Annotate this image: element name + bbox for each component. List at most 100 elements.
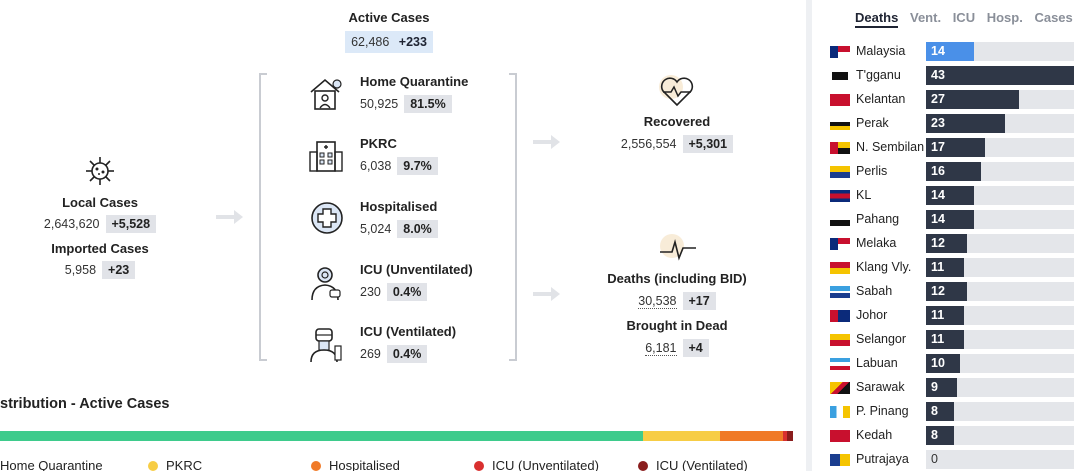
state-name: Perak bbox=[856, 116, 889, 130]
state-flag-icon bbox=[830, 190, 850, 202]
panel-divider bbox=[806, 0, 812, 471]
state-bar-track: 12 bbox=[926, 282, 1074, 301]
house-quarantine-icon bbox=[310, 78, 342, 110]
state-row[interactable]: Labuan 10 bbox=[830, 353, 1080, 375]
state-value: 23 bbox=[931, 116, 945, 130]
heart-pulse-icon bbox=[659, 75, 694, 107]
local-cases-value: 2,643,620 bbox=[43, 217, 100, 231]
category-title: Home Quarantine bbox=[360, 74, 469, 89]
state-row[interactable]: Kelantan 27 bbox=[830, 89, 1080, 111]
state-bar-track: 12 bbox=[926, 234, 1074, 253]
state-row[interactable]: Klang Vly. 11 bbox=[830, 257, 1080, 279]
state-value: 14 bbox=[931, 188, 945, 202]
state-flag-icon bbox=[830, 238, 850, 250]
state-bar bbox=[926, 330, 964, 349]
state-row[interactable]: Putrajaya 0 bbox=[830, 449, 1080, 471]
tab-vent[interactable]: Vent. bbox=[909, 10, 942, 25]
deaths-value[interactable]: 30,538 bbox=[638, 294, 677, 309]
category-pct: 0.4% bbox=[386, 283, 428, 301]
distribution-segment-home bbox=[0, 431, 643, 441]
tab-hosp[interactable]: Hosp. bbox=[986, 10, 1023, 25]
state-bar bbox=[926, 234, 968, 253]
state-row[interactable]: Sabah 12 bbox=[830, 281, 1080, 303]
active-cases-value: 62,486 bbox=[351, 35, 390, 49]
distribution-segment-icu-unvent bbox=[783, 431, 787, 441]
ventilated-patient-icon bbox=[310, 328, 342, 363]
state-row[interactable]: T'gganu 43 bbox=[830, 65, 1080, 87]
state-value: 0 bbox=[931, 452, 938, 466]
state-flag-icon bbox=[830, 406, 850, 418]
recovered-delta: +5,301 bbox=[682, 135, 734, 153]
state-bar bbox=[926, 210, 975, 229]
legend-icu-unvent: ICU (Unventilated) bbox=[474, 458, 599, 471]
state-row[interactable]: P. Pinang 8 bbox=[830, 401, 1080, 423]
state-bar-track: 14 bbox=[926, 42, 1074, 61]
state-value: 27 bbox=[931, 92, 945, 106]
tab-cases[interactable]: Cases bbox=[1034, 10, 1073, 25]
state-row[interactable]: KL 14 bbox=[830, 185, 1080, 207]
state-bar bbox=[926, 114, 1006, 133]
state-row[interactable]: Pahang 14 bbox=[830, 209, 1080, 231]
state-value: 17 bbox=[931, 140, 945, 154]
state-row[interactable]: Selangor 11 bbox=[830, 329, 1080, 351]
state-flag-icon bbox=[830, 286, 850, 298]
category-home-quarantine: Home Quarantine 50,925 81.5% bbox=[308, 74, 508, 118]
state-row[interactable]: Sarawak 9 bbox=[830, 377, 1080, 399]
state-bar-track: 9 bbox=[926, 378, 1074, 397]
category-icu-ventilated: ICU (Ventilated) 269 0.4% bbox=[308, 324, 508, 368]
state-value: 9 bbox=[931, 380, 938, 394]
category-value: 269 bbox=[360, 347, 381, 361]
state-bar-track: 14 bbox=[926, 186, 1074, 205]
state-row[interactable]: Melaka 12 bbox=[830, 233, 1080, 255]
state-bar bbox=[926, 378, 957, 397]
deaths-delta: +17 bbox=[682, 292, 716, 310]
building-icon bbox=[309, 141, 343, 172]
active-cases-box: 62,486 +233 bbox=[345, 31, 433, 53]
bid-title: Brought in Dead bbox=[626, 318, 728, 333]
state-name: Sabah bbox=[856, 284, 893, 298]
tab-icu[interactable]: ICU bbox=[952, 10, 976, 25]
legend-label: PKRC bbox=[166, 458, 203, 471]
virus-icon bbox=[86, 157, 114, 185]
state-row[interactable]: Perak 23 bbox=[830, 113, 1080, 135]
bracket-right bbox=[509, 73, 517, 361]
legend-dot bbox=[638, 461, 648, 471]
state-name: Selangor bbox=[856, 332, 907, 346]
state-value: 43 bbox=[931, 68, 945, 82]
state-value: 12 bbox=[931, 284, 945, 298]
state-row[interactable]: Malaysia 14 bbox=[830, 41, 1080, 63]
legend-label: ICU (Unventilated) bbox=[492, 458, 599, 471]
active-cases-block: Active Cases 62,486 +233 bbox=[330, 10, 448, 53]
state-name: Kelantan bbox=[856, 92, 906, 106]
state-bar bbox=[926, 138, 985, 157]
state-flag-icon bbox=[830, 70, 850, 82]
state-bar bbox=[926, 162, 982, 181]
state-value: 16 bbox=[931, 164, 945, 178]
state-row[interactable]: Perlis 16 bbox=[830, 161, 1080, 183]
deaths-title: Deaths (including BID) bbox=[607, 271, 747, 286]
state-flag-icon bbox=[830, 430, 850, 442]
state-flag-icon bbox=[830, 310, 850, 322]
legend-label: ICU (Ventilated) bbox=[656, 458, 748, 471]
state-row[interactable]: N. Sembilan 17 bbox=[830, 137, 1080, 159]
category-pct: 9.7% bbox=[397, 157, 438, 175]
state-row[interactable]: Johor 11 bbox=[830, 305, 1080, 327]
distribution-segment-pkrc bbox=[643, 431, 720, 441]
legend-icu-vent: ICU (Ventilated) bbox=[638, 458, 748, 471]
state-name: T'gganu bbox=[856, 68, 901, 82]
state-flag-icon bbox=[830, 334, 850, 346]
state-row[interactable]: Kedah 8 bbox=[830, 425, 1080, 447]
category-title: ICU (Ventilated) bbox=[360, 324, 457, 339]
state-bar bbox=[926, 258, 964, 277]
bracket-left bbox=[259, 73, 267, 361]
distribution-title: stribution - Active Cases bbox=[0, 396, 170, 412]
tab-deaths[interactable]: Deaths bbox=[855, 10, 899, 28]
bid-value[interactable]: 6,181 bbox=[645, 341, 677, 356]
medical-cross-icon bbox=[311, 202, 343, 234]
state-flag-icon bbox=[830, 454, 850, 466]
state-bar-track: 17 bbox=[926, 138, 1074, 157]
legend-dot bbox=[474, 461, 484, 471]
metric-tabs: Deaths Vent. ICU Hosp. Cases bbox=[855, 10, 1080, 28]
distribution-bar bbox=[0, 431, 793, 441]
legend-pkrc: PKRC bbox=[148, 458, 202, 471]
